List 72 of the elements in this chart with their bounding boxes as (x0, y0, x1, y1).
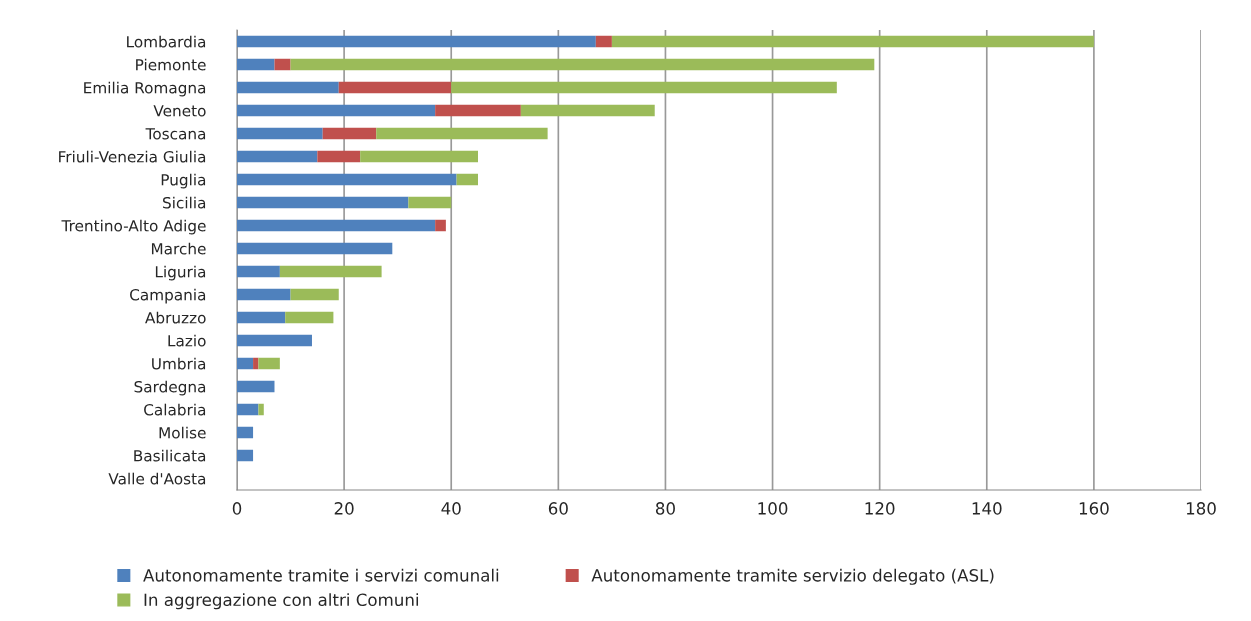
x-tick-label: 40 (441, 502, 461, 515)
bar (435, 104, 521, 117)
y-tick-label: Sicilia (163, 196, 206, 209)
bar (435, 219, 446, 232)
y-tick-label: Basilicata (134, 449, 206, 462)
x-tick-label: 140 (972, 502, 1002, 515)
y-tick-label: Sardegna (134, 380, 206, 396)
bar (451, 81, 837, 94)
y-tick-label: Molise (159, 426, 206, 439)
bar (237, 265, 280, 278)
x-tick-label: 60 (548, 502, 568, 515)
bar (408, 196, 452, 209)
bar (237, 35, 596, 48)
legend-label: Autonomamente tramite servizio delegato (ASL) (591, 568, 994, 585)
bar (237, 150, 318, 163)
y-tick-label: Marche (151, 242, 206, 255)
x-tick-label: 80 (655, 502, 675, 515)
y-tick-label: Lazio (168, 334, 206, 347)
bar (237, 357, 254, 370)
bar (237, 196, 409, 209)
bar (237, 219, 436, 232)
y-tick-label: Umbria (152, 357, 206, 370)
y-tick-label: Trentino-Alto Adige (61, 219, 206, 235)
bar (279, 265, 382, 278)
bar (360, 150, 478, 163)
x-tick-label: 180 (1186, 502, 1216, 515)
bar (237, 334, 312, 347)
x-tick-label: 160 (1079, 502, 1109, 515)
bar (237, 449, 254, 462)
y-tick-label: Piemonte (136, 58, 206, 71)
bar (237, 380, 275, 393)
bar (595, 35, 612, 48)
x-tick-label: 0 (232, 502, 242, 515)
bar (456, 173, 478, 186)
legend-label: In aggregazione con altri Comuni (144, 593, 419, 610)
y-tick-label: Abruzzo (145, 311, 206, 324)
bar (237, 58, 275, 71)
bar (237, 127, 323, 140)
bar (322, 127, 377, 140)
y-tick-label: Valle d'Aosta (108, 472, 206, 485)
bar (237, 173, 457, 186)
bar (317, 150, 361, 163)
bar (258, 403, 264, 416)
bar (237, 242, 393, 255)
bar (285, 311, 334, 324)
y-tick-label: Veneto (153, 105, 206, 117)
bar (274, 58, 291, 71)
y-tick-label: Lombardia (127, 35, 206, 48)
x-tick-label: 100 (758, 502, 788, 515)
y-tick-label: Emilia Romagna (84, 81, 206, 97)
bar (237, 104, 436, 117)
y-tick-label: Campania (130, 288, 206, 304)
y-tick-label: Toscana (145, 128, 206, 140)
y-tick-label: Friuli-Venezia Giulia (59, 150, 206, 163)
bar (258, 357, 280, 370)
bar (376, 127, 548, 140)
y-tick-label: Calabria (144, 403, 206, 416)
y-tick-label: Liguria (155, 265, 206, 281)
bar (611, 35, 1094, 48)
bar (338, 81, 452, 94)
x-tick-label: 20 (334, 502, 354, 515)
x-tick-label: 120 (865, 502, 895, 515)
y-tick-label: Puglia (161, 173, 206, 189)
bar (237, 288, 291, 301)
bar (237, 311, 286, 324)
bar (290, 288, 339, 301)
bar (237, 403, 259, 416)
legend-label: Autonomamente tramite i servizi comunali (143, 568, 499, 582)
bar (290, 58, 875, 71)
bar (520, 104, 655, 117)
bar (237, 81, 339, 94)
bar (237, 426, 254, 439)
